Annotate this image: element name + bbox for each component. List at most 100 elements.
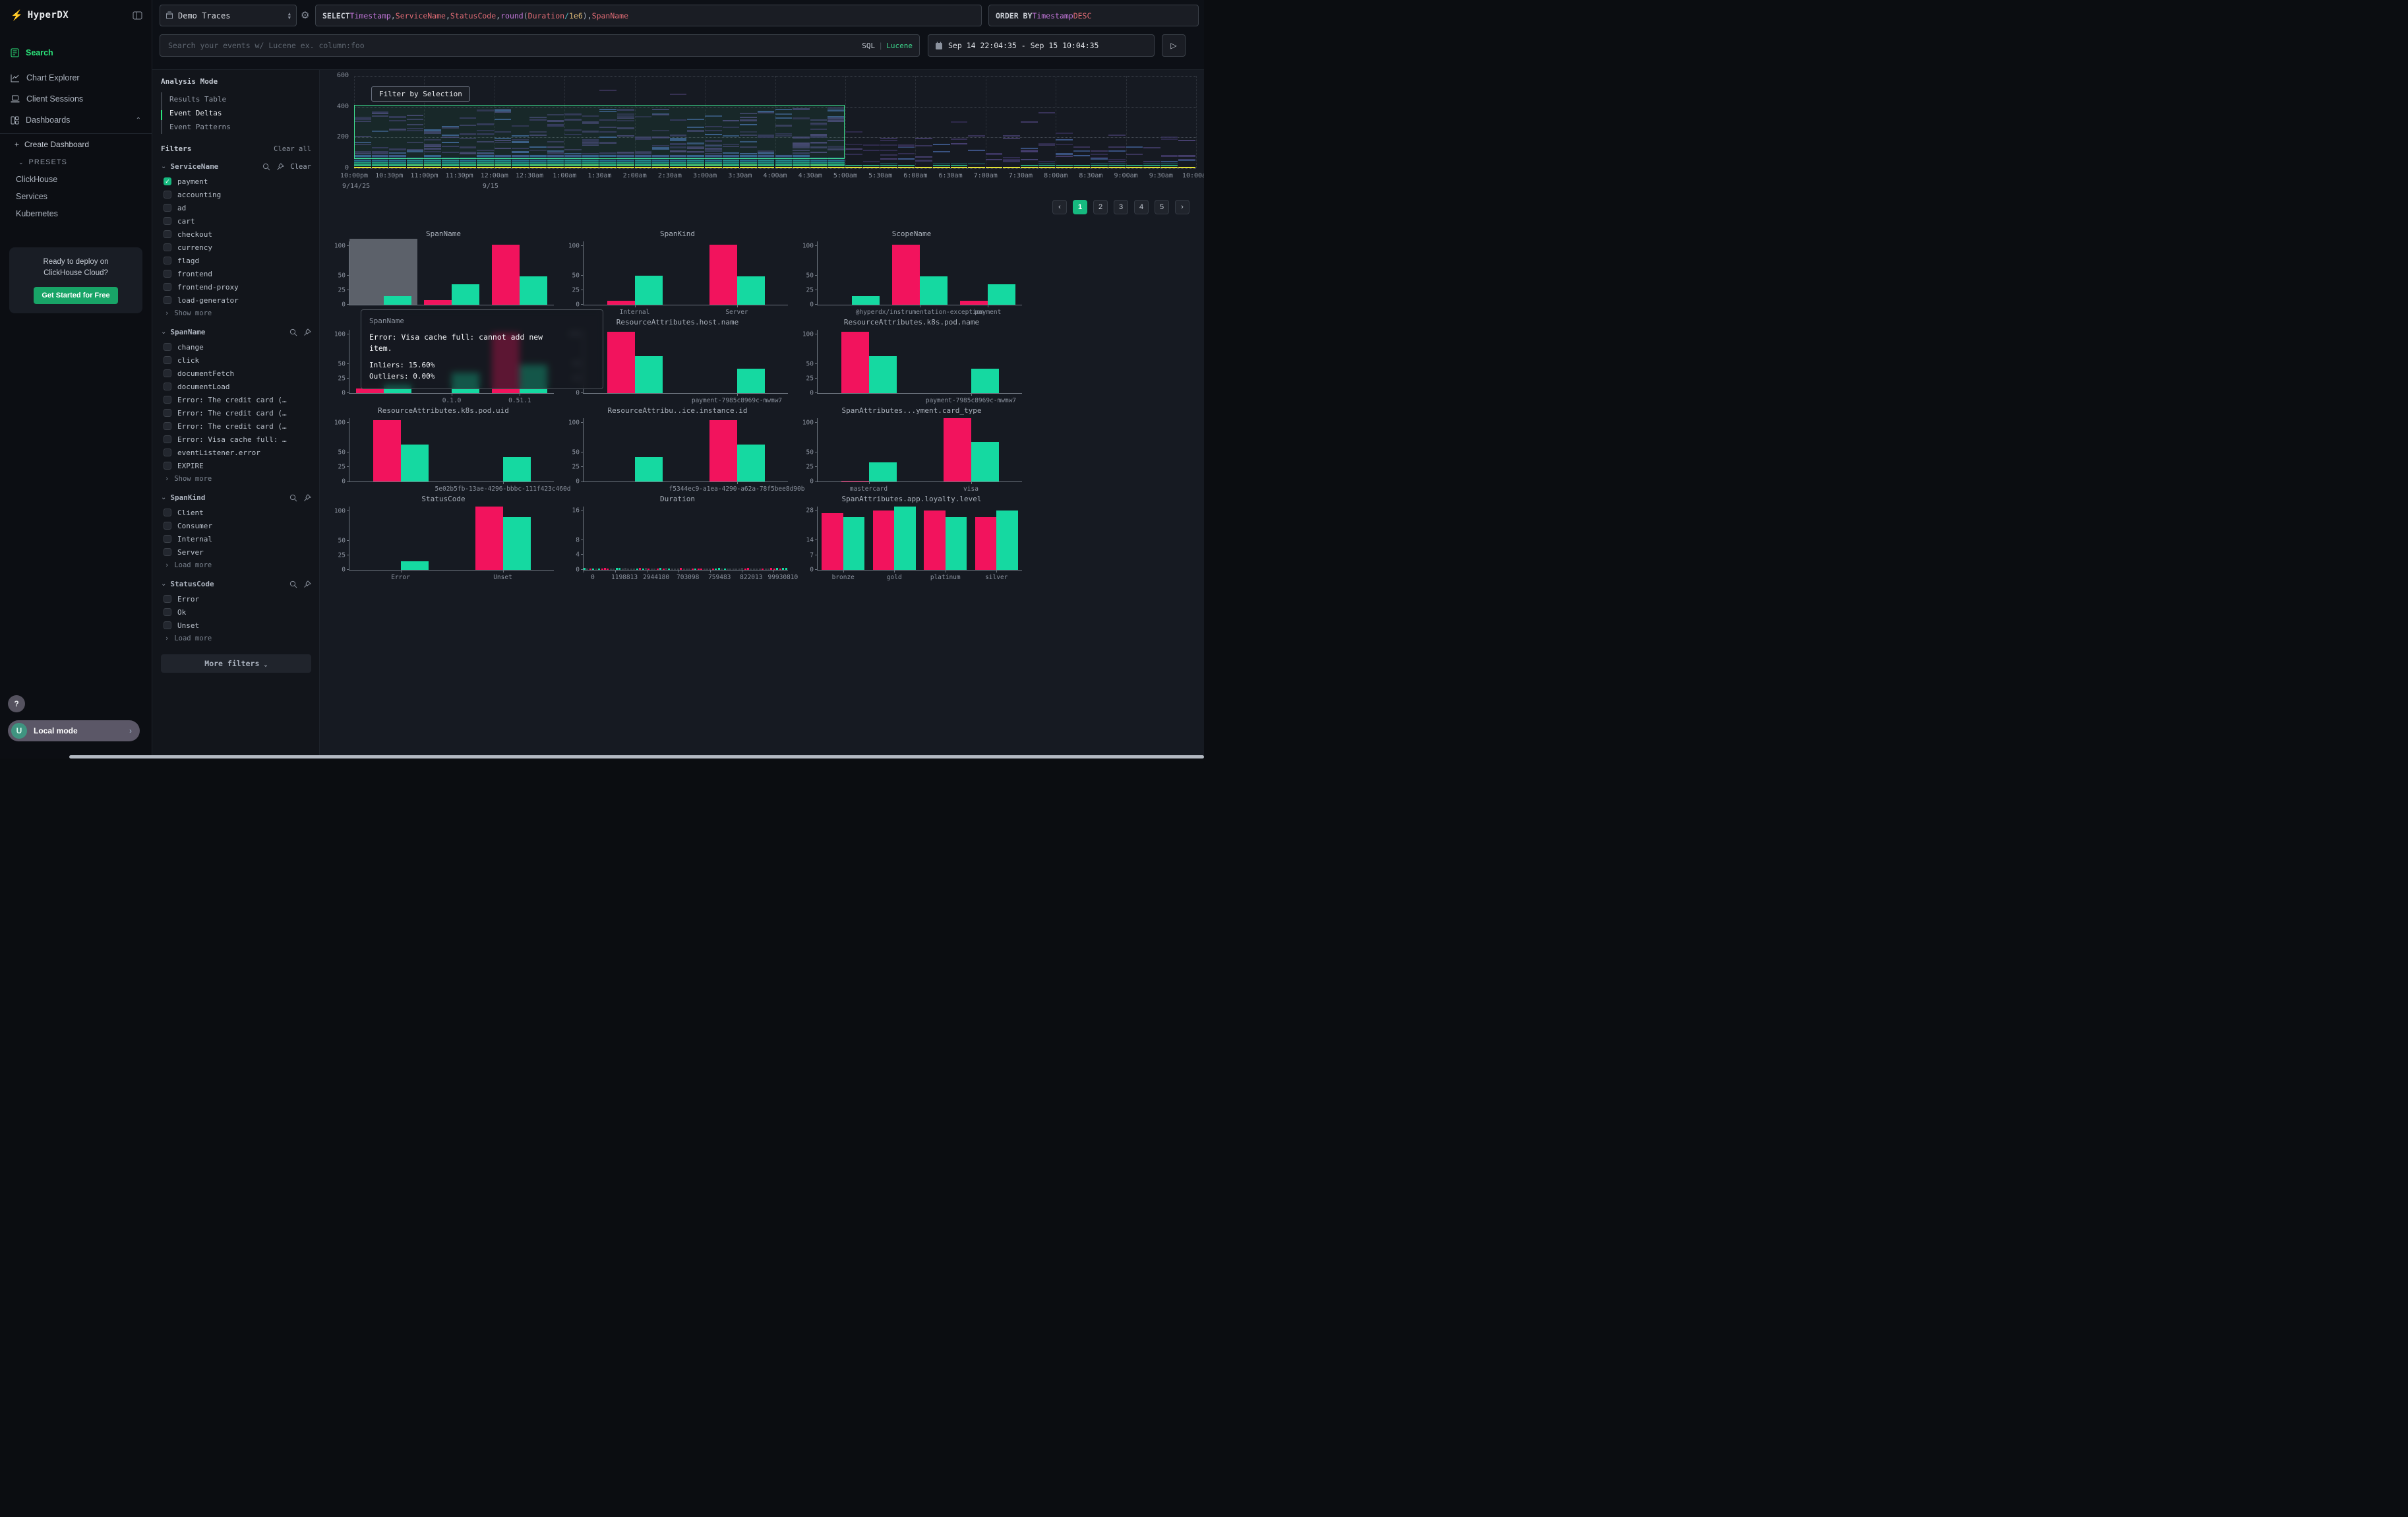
- outlier-bar[interactable]: [373, 419, 401, 481]
- filter-option-error-the-credit-card-[interactable]: Error: The credit card (…: [161, 406, 311, 419]
- filter-option-flagd[interactable]: flagd: [161, 254, 311, 267]
- page-button-1[interactable]: 1: [1073, 200, 1087, 214]
- checkbox[interactable]: ✓: [164, 177, 171, 185]
- checkbox[interactable]: [164, 422, 171, 430]
- outlier-bar[interactable]: [924, 511, 946, 570]
- filter-option-payment[interactable]: ✓ payment: [161, 175, 311, 188]
- checkbox[interactable]: [164, 548, 171, 556]
- filter-option-ok[interactable]: Ok: [161, 605, 311, 619]
- analysis-mode-results-table[interactable]: Results Table: [169, 95, 227, 104]
- inlier-bar[interactable]: [996, 511, 1018, 570]
- mini-chart-plot[interactable]: 28 14 7 0 bronze gold platinum silver: [806, 507, 1022, 581]
- filter-option-cart[interactable]: cart: [161, 214, 311, 228]
- mini-chart-plot[interactable]: 100 50 25 0 mastercard visa: [802, 418, 1022, 493]
- filter-option-server[interactable]: Server: [161, 545, 311, 559]
- account-menu[interactable]: U Local mode ›: [8, 720, 140, 741]
- selection-rectangle[interactable]: [354, 105, 845, 159]
- filter-option-error[interactable]: Error: [161, 592, 311, 605]
- pin-icon[interactable]: [303, 493, 311, 502]
- checkbox[interactable]: [164, 217, 171, 225]
- mini-chart-plot[interactable]: 100 50 25 0 Error Unset: [334, 507, 554, 581]
- sidebar-item-dashboards[interactable]: Dashboards ⌃: [0, 109, 152, 131]
- filter-option-error-the-credit-card-[interactable]: Error: The credit card (…: [161, 419, 311, 433]
- mode-lucene[interactable]: Lucene: [886, 41, 913, 50]
- filter-option-frontend-proxy[interactable]: frontend-proxy: [161, 280, 311, 294]
- mini-chart-plot[interactable]: 100 50 25 0 Internal Server: [568, 241, 788, 316]
- checkbox[interactable]: [164, 270, 171, 278]
- search-icon[interactable]: [262, 163, 270, 171]
- checkbox[interactable]: [164, 595, 171, 603]
- inlier-bar[interactable]: [634, 456, 663, 481]
- page-button-2[interactable]: 2: [1093, 200, 1108, 214]
- outlier-bar[interactable]: [709, 245, 737, 305]
- analysis-mode-event-patterns[interactable]: Event Patterns: [169, 123, 231, 131]
- filter-load-more-button[interactable]: › Load more: [165, 635, 212, 642]
- filter-show-more-button[interactable]: › Show more: [165, 475, 212, 483]
- source-select[interactable]: Demo Traces ▲ ▼: [160, 5, 297, 26]
- checkbox[interactable]: [164, 435, 171, 443]
- inlier-bar[interactable]: [634, 275, 663, 305]
- filter-option-internal[interactable]: Internal: [161, 532, 311, 545]
- outlier-bar[interactable]: [872, 511, 895, 570]
- clear-all-button[interactable]: Clear all: [274, 144, 311, 153]
- inlier-bar[interactable]: [400, 561, 429, 570]
- inlier-bar[interactable]: [971, 368, 999, 393]
- mini-chart-plot[interactable]: 100 50 25 0 payment-7985c8969c-mwmw7: [802, 330, 1022, 404]
- outlier-bar[interactable]: [822, 512, 843, 570]
- filter-option-frontend[interactable]: frontend: [161, 267, 311, 280]
- mini-chart-plot[interactable]: 100 50 25 0: [334, 239, 554, 309]
- heatmap-plot[interactable]: Filter by Selection: [354, 76, 1197, 169]
- mini-chart-plot[interactable]: 100 50 25 0 f5344ec9-a1ea-4290-a62a-78f5bee8…: [568, 418, 804, 493]
- search-icon[interactable]: [289, 494, 297, 502]
- filter-option-documentfetch[interactable]: documentFetch: [161, 367, 311, 380]
- inlier-bar[interactable]: [452, 284, 479, 305]
- checkbox[interactable]: [164, 535, 171, 543]
- inlier-bar[interactable]: [737, 445, 765, 481]
- select-clause-input[interactable]: SELECT Timestamp, ServiceName, StatusCod…: [315, 5, 982, 26]
- help-button[interactable]: ?: [8, 695, 25, 712]
- inlier-bar[interactable]: [868, 462, 897, 481]
- search-input[interactable]: [167, 40, 862, 51]
- filter-show-more-button[interactable]: › Show more: [165, 309, 212, 317]
- inlier-bar[interactable]: [737, 368, 765, 393]
- inlier-bar[interactable]: [988, 284, 1016, 305]
- checkbox[interactable]: [164, 343, 171, 351]
- sidebar-item-kubernetes[interactable]: Kubernetes: [16, 209, 58, 218]
- sidebar-item-clickhouse[interactable]: ClickHouse: [16, 175, 58, 184]
- mini-chart-plot[interactable]: 100 50 25 0 5e02b5fb-13ae-4296-bbbc-111f423c…: [334, 418, 570, 493]
- filter-load-more-button[interactable]: › Load more: [165, 561, 212, 569]
- sidebar-item-client-sessions[interactable]: Client Sessions: [0, 88, 152, 109]
- inlier-bar[interactable]: [400, 445, 429, 481]
- checkbox[interactable]: [164, 621, 171, 629]
- inlier-bar[interactable]: [843, 517, 865, 570]
- filter-option-change[interactable]: change: [161, 340, 311, 354]
- outlier-bar[interactable]: [943, 418, 971, 481]
- outlier-bar[interactable]: [960, 300, 988, 305]
- chevron-down-icon[interactable]: ⌄: [161, 328, 167, 336]
- checkbox[interactable]: [164, 608, 171, 616]
- time-range-picker[interactable]: Sep 14 22:04:35 - Sep 15 10:04:35: [928, 34, 1155, 57]
- checkbox[interactable]: [164, 369, 171, 377]
- page-next-button[interactable]: ›: [1175, 200, 1189, 214]
- filter-option-eventlistener-error[interactable]: eventListener.error: [161, 446, 311, 459]
- checkbox[interactable]: [164, 283, 171, 291]
- pin-icon[interactable]: [276, 162, 285, 171]
- checkbox[interactable]: [164, 296, 171, 304]
- get-started-button[interactable]: Get Started for Free: [34, 286, 118, 304]
- pin-icon[interactable]: [303, 580, 311, 588]
- filter-option-checkout[interactable]: checkout: [161, 228, 311, 241]
- checkbox[interactable]: [164, 257, 171, 264]
- checkbox[interactable]: [164, 191, 171, 199]
- page-button-5[interactable]: 5: [1155, 200, 1169, 214]
- gear-icon[interactable]: ⚙: [301, 10, 310, 21]
- checkbox[interactable]: [164, 243, 171, 251]
- checkbox[interactable]: [164, 396, 171, 404]
- filter-option-load-generator[interactable]: load-generator: [161, 294, 311, 307]
- page-button-4[interactable]: 4: [1134, 200, 1149, 214]
- outlier-bar[interactable]: [475, 507, 503, 570]
- inlier-bar[interactable]: [383, 295, 411, 305]
- filter-option-click[interactable]: click: [161, 354, 311, 367]
- page-button-3[interactable]: 3: [1114, 200, 1128, 214]
- analysis-mode-event-deltas[interactable]: Event Deltas: [169, 109, 222, 117]
- outlier-bar[interactable]: [709, 419, 737, 481]
